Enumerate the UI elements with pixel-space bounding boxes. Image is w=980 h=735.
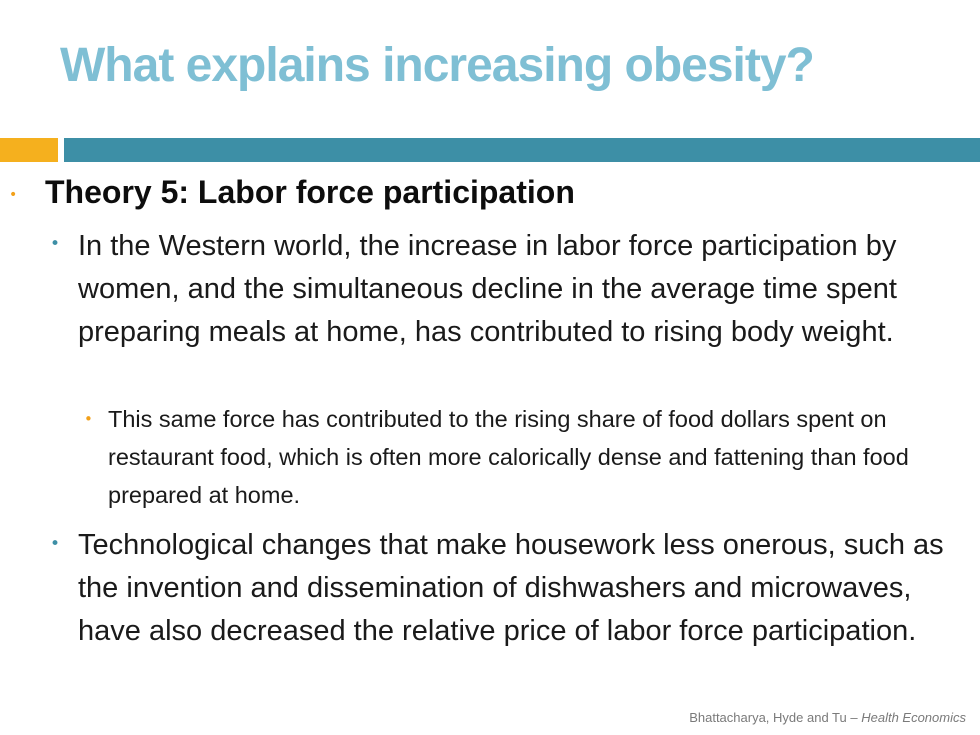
bullet-level-2: • xyxy=(50,534,61,554)
footer-book-title: Health Economics xyxy=(861,710,966,725)
accent-band xyxy=(0,138,58,162)
bullet-level-1: • xyxy=(9,187,18,203)
header-band xyxy=(64,138,980,162)
bullet-level-3: • xyxy=(84,410,93,428)
slide-heading: Theory 5: Labor force participation xyxy=(45,174,575,210)
bullet-text-labor-participation: In the Western world, the increase in la… xyxy=(78,230,897,348)
bullet-text-restaurant-food: This same force has contributed to the r… xyxy=(108,406,909,508)
footer-authors: Bhattacharya, Hyde and Tu – xyxy=(689,710,858,725)
bullet-level-2: • xyxy=(50,234,61,254)
slide-footer: Bhattacharya, Hyde and Tu – Health Econo… xyxy=(689,709,966,727)
slide-title: What explains increasing obesity? xyxy=(60,39,815,92)
bullet-text-technological-changes: Technological changes that make housewor… xyxy=(78,529,944,647)
